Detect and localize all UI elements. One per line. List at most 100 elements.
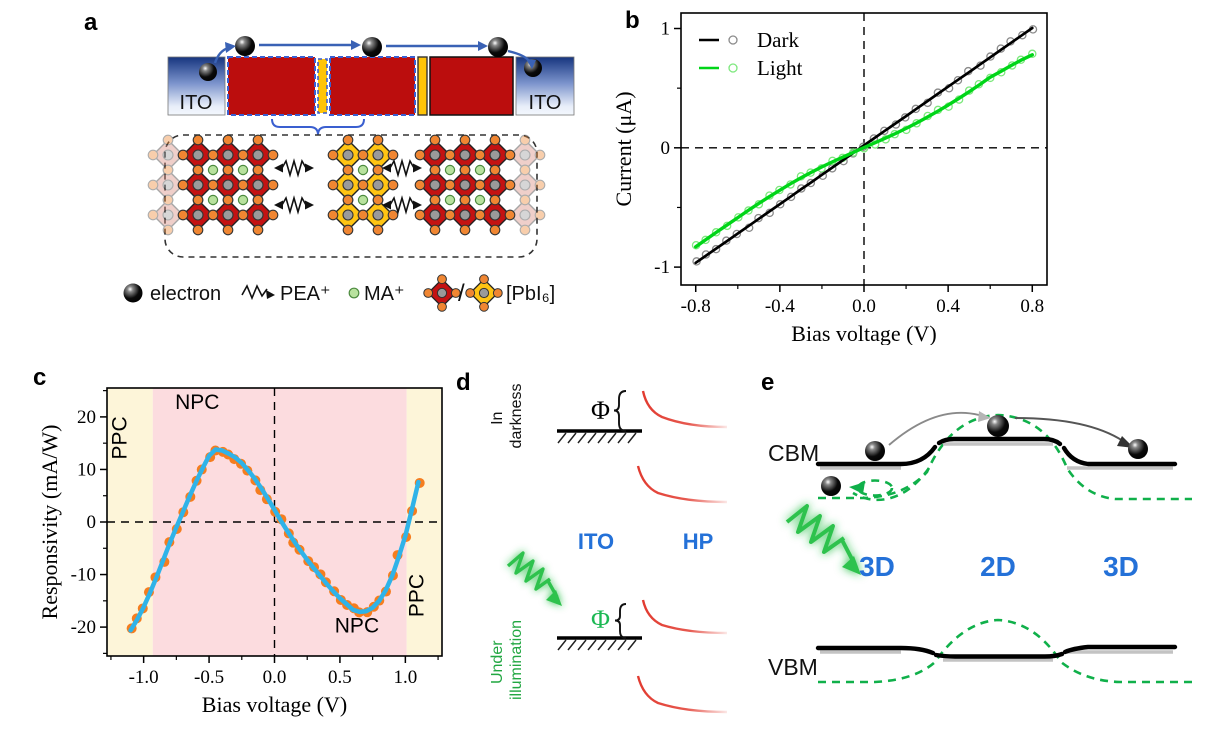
y-tick-label: 0 [87,512,97,533]
plot-legend: Dark Light [699,28,803,80]
responsivity-plot: -1.0 -0.5 0.0 0.5 1.0 -20 -10 0 10 20 Bias voltage… [37,387,443,717]
band-diagram-illuminated: Φ [557,599,728,714]
data-point [880,126,889,136]
brace [613,390,627,432]
y-tick-label: 20 [77,407,96,428]
red-octahedra-cluster-left [147,134,279,236]
x-tick-label: 0.8 [1020,296,1044,317]
region-3d-left-label: 3D [859,551,895,582]
data-point [986,52,995,61]
data-point [1028,49,1037,59]
data-point [732,229,742,239]
under-illumination-label: Under illumination [489,620,525,700]
series-line-light [693,53,1034,249]
arrowheads [225,40,536,69]
ma-cations [207,164,249,206]
barrier-height-phi-light: Φ [591,605,610,634]
region-annotation-ppc: PPC [406,574,429,617]
hatching [557,639,637,651]
panel-label-d: d [456,369,471,396]
series-line-dark [694,26,1034,265]
panel-b-iv-chart: b -0.8 -0.4 0.0 0.4 0.8 -1 0 1 Bias voltage (V) C… [615,7,1048,345]
region-3d-right-label: 3D [1103,551,1139,582]
electron-icon [199,63,217,81]
data-point [711,244,721,254]
panel-a-legend: electron PEA⁺ MA⁺ / [PbI₆] [123,274,555,312]
data-point [775,200,785,209]
return-arrowhead [849,482,865,494]
data-point [786,192,796,202]
hp-label: HP [683,529,714,554]
pea-legend-label: PEA⁺ [280,283,331,305]
electron-icon [123,283,143,303]
perovskite-2d-layer-2 [417,56,428,116]
ma-legend-label: MA⁺ [364,283,405,305]
perovskite-3d-block-2 [329,56,416,116]
x-tick-label: 0.0 [263,667,287,688]
legend-label: Light [757,56,803,80]
vbm-label: VBM [768,654,818,680]
electron-legend-label: electron [150,283,221,305]
legend-label: Dark [757,28,799,52]
y-tick-label: 1 [661,19,671,40]
y-tick-label: -1 [654,257,670,278]
electron-icon [524,59,542,77]
ma-cations [444,164,486,206]
legend-marker-sample [728,35,738,45]
slash: / [458,280,465,307]
data-point [744,206,753,215]
x-tick-label: 0.0 [852,296,876,317]
data-point [900,113,910,122]
data-point [692,257,701,266]
photon-icon [785,504,861,575]
brace [614,603,627,639]
x-axis-title: Bias voltage (V) [791,321,936,345]
panel-label-b: b [625,7,640,34]
hop-arrow-2 [1014,417,1124,442]
perovskite-2d-layer-1 [317,58,328,114]
valence-band-curve [636,465,728,504]
panel-label-c: c [33,364,46,391]
ito-left-label: ITO [180,92,213,114]
electron-icon [1128,439,1148,459]
electron-icon [987,415,1009,437]
electron-icon [235,36,255,56]
panel-a-device-schematic: a ITO ITO [84,9,575,312]
valence-band-curve [636,675,728,714]
vbm-dark-profile-dashed [818,618,1192,684]
perovskite-3d-block-3 [429,56,514,116]
region-annotation-ppc: PPC [109,416,132,459]
pea-spring-icon [381,160,423,176]
yellow-octahedra-cluster [327,134,399,236]
in-darkness-line2: darkness [508,384,525,449]
ito-electrode-left [167,56,226,116]
y-tick-label: 0 [661,138,671,159]
data-point [797,184,806,193]
y-tick-label: -20 [71,617,96,638]
data-point [953,76,963,85]
ma-cations [357,164,369,206]
x-tick-label: -0.5 [194,667,224,688]
y-tick-label: 10 [77,459,96,480]
yellow-octahedron-icon [465,274,503,312]
data-point [734,213,743,222]
in-darkness-line1: In [489,412,506,425]
hop-arrowhead-1 [978,411,991,422]
ma-cation-icon [348,287,360,299]
region-2d-label: 2D [980,551,1016,582]
under-illumination-line1: Under [489,640,506,684]
cbm-label: CBM [768,440,819,466]
conduction-band-curve [641,599,728,635]
under-illumination-line2: illumination [508,620,525,700]
panel-e-band-diagram: e CBM 3D [761,369,1192,684]
data-point [701,235,710,245]
panel-label-e: e [761,369,774,396]
ito-label: ITO [578,529,614,554]
panel-label-a: a [84,9,98,36]
ito-right-label: ITO [529,92,562,114]
cbm-bands [815,436,1178,470]
region-annotation-npc: NPC [335,614,379,637]
x-tick-label: 0.5 [328,667,352,688]
pea-spring-icon [273,160,315,176]
data-point [1018,30,1027,40]
